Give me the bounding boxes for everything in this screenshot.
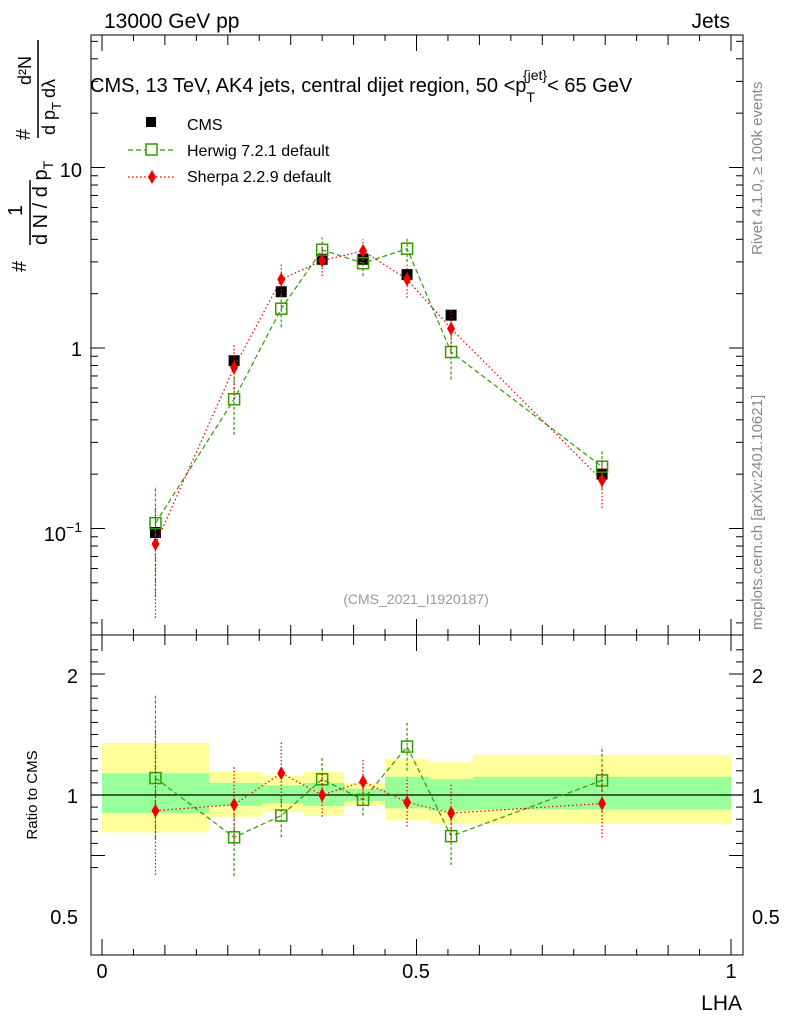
ratio-sherpa-point	[598, 796, 607, 811]
y-tick-label-1: 1	[71, 339, 82, 361]
ylabel-dptdl: d pTdλ	[39, 79, 64, 135]
lower-data-marks	[149, 695, 609, 877]
ratio-ytick-left-2: 2	[67, 666, 78, 688]
series-line-2	[154, 250, 603, 545]
upper-y-tick-labels: 10−1 1 10	[44, 160, 82, 546]
sherpa-point	[359, 243, 368, 258]
herwig-point	[400, 242, 414, 255]
green-band	[262, 785, 304, 804]
xtick-label-1: 1	[725, 961, 736, 983]
xtick-label-0.5: 0.5	[402, 961, 430, 983]
herwig-point	[227, 393, 241, 406]
legend-marker-herwig	[145, 143, 158, 156]
y-tick-label-10: 10	[60, 160, 82, 182]
legend-marker-sherpa	[148, 170, 156, 184]
ratio-ytick-left-0.5: 0.5	[50, 907, 78, 929]
legend-marker-cms	[146, 117, 156, 127]
mcplots-label: mcplots.cern.ch [arXiv:2401.10621]	[749, 395, 766, 630]
ratio-sherpa-point	[230, 797, 239, 812]
ratio-sherpa-point	[403, 795, 412, 810]
rivet-label: Rivet 4.1.0, ≥ 100k events	[749, 82, 766, 255]
lower-axis-ticks	[91, 635, 743, 955]
ratio-y-label: Ratio to CMS	[24, 750, 41, 839]
green-band	[208, 782, 263, 806]
x-axis-label: LHA	[701, 992, 742, 1015]
series-line-1	[154, 247, 603, 524]
sherpa-point	[318, 253, 327, 268]
sherpa-point	[277, 272, 286, 287]
y-tick-label-0.1: 10−1	[44, 519, 82, 546]
ratio-sherpa-point	[447, 806, 456, 821]
cms-point	[275, 286, 287, 298]
ratio-herwig-point	[400, 740, 414, 753]
ratio-ytick-left-1: 1	[67, 786, 78, 808]
sherpa-point	[403, 272, 412, 287]
ratio-line-1	[155, 772, 603, 814]
sherpa-point	[598, 473, 607, 488]
header-right: Jets	[691, 10, 730, 33]
ratio-herwig-point	[356, 793, 370, 807]
plot-title: CMS, 13 TeV, AK4 jets, central dijet reg…	[90, 67, 633, 105]
ratio-herwig-point	[275, 809, 288, 822]
upper-data-marks	[149, 237, 609, 618]
upper-axis-ticks	[91, 35, 743, 635]
ratio-ytick-right-2: 2	[752, 666, 763, 688]
analysis-watermark: (CMS_2021_I1920187)	[343, 591, 489, 607]
ratio-ytick-right-1: 1	[752, 786, 763, 808]
sherpa-point	[447, 321, 456, 336]
legend-label-sherpa: Sherpa 2.2.9 default	[187, 169, 332, 186]
legend: CMS Herwig 7.2.1 default Sherpa 2.2.9 de…	[128, 117, 332, 186]
herwig-point	[275, 302, 288, 315]
ratio-sherpa-point	[277, 766, 286, 781]
ratio-uncertainty-bands	[102, 742, 731, 833]
xtick-label-0: 0	[96, 961, 107, 983]
ylabel-d2n: d²N	[15, 56, 35, 85]
ratio-sherpa-point	[151, 803, 160, 818]
legend-label-herwig: Herwig 7.2.1 default	[187, 143, 330, 160]
ylabel-hash2: #	[13, 128, 35, 140]
ylabel-one: 1	[5, 205, 27, 216]
herwig-point	[149, 516, 162, 530]
ratio-line-0	[155, 745, 603, 839]
upper-panel: 10−1 1 10 # 1 d N / d pT # d²N d pTdλ CM…	[5, 34, 744, 636]
ratio-ytick-right-0.5: 0.5	[752, 907, 780, 929]
ylabel-hash1: #	[9, 260, 31, 272]
ylabel-dndpt: d N / d pT	[30, 160, 56, 245]
sherpa-point	[230, 360, 239, 375]
upper-y-axis-label: # 1 d N / d pT # d²N d pTdλ	[5, 40, 64, 272]
header-left: 13000 GeV pp	[104, 10, 239, 33]
lower-panel: Ratio to CMS 0.5 1 2 0.5 1 2 0 0.5 1 LHA	[24, 634, 780, 1015]
sherpa-point	[151, 537, 160, 552]
ratio-sherpa-point	[318, 788, 327, 802]
legend-label-cms: CMS	[187, 117, 223, 134]
ratio-herwig-point	[227, 831, 241, 844]
ratio-sherpa-point	[359, 774, 368, 789]
ratio-herwig-point	[595, 774, 609, 787]
